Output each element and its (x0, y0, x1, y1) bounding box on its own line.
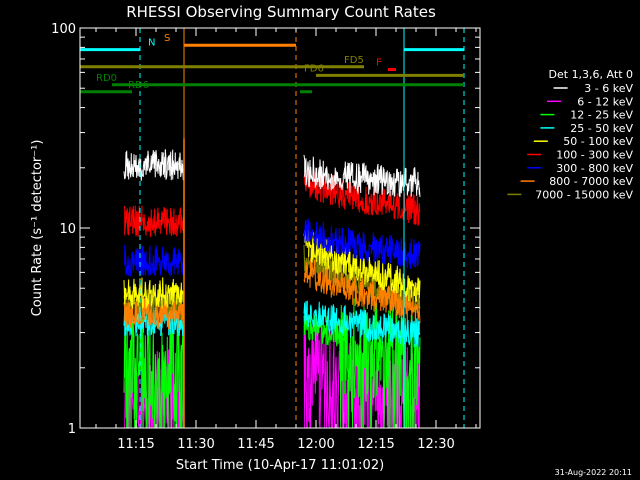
legend-entry: 100 - 300 keV (527, 149, 633, 162)
legend-entry: 50 - 100 keV (533, 135, 633, 148)
x-tick-label: 11:30 (177, 437, 214, 452)
legend-entry: 25 - 50 keV (540, 122, 633, 135)
x-axis-label: Start Time (10-Apr-17 11:01:02) (176, 458, 384, 473)
series-segment (303, 300, 421, 348)
y-tick-label: 1 (68, 422, 76, 437)
legend-entry-label: 300 - 800 keV (556, 162, 633, 175)
legend-entry: 12 - 25 keV (540, 109, 633, 122)
legend-entry: 7000 - 15000 keV (507, 188, 633, 201)
x-tick-label: 12:15 (357, 437, 394, 452)
legend-entry: 6 - 12 keV (547, 95, 633, 108)
x-tick-label: 11:15 (117, 437, 154, 452)
x-tick-label: 11:45 (237, 437, 274, 452)
legend-entry-label: 3 - 6 keV (584, 82, 633, 95)
series-trace (123, 166, 421, 237)
y-axis-label: Count Rate (s⁻¹ detector⁻¹) (30, 140, 45, 317)
flag-bar-label: RD0 (96, 73, 117, 84)
legend-entry-label: 12 - 25 keV (570, 109, 633, 122)
legend-entry: 800 - 7000 keV (520, 175, 633, 188)
x-tick-label: 12:00 (297, 437, 334, 452)
legend-entry-label: 25 - 50 keV (570, 122, 633, 135)
legend-entry-label: 6 - 12 keV (577, 95, 633, 108)
series-segment (123, 314, 185, 429)
y-tick-label: 100 (51, 22, 76, 37)
x-tick-label: 12:30 (417, 437, 454, 452)
legend-entry-label: 50 - 100 keV (563, 135, 633, 148)
series-trace (123, 257, 421, 330)
y-tick-label: 10 (59, 222, 76, 237)
x-axis: 11:15 11:30 11:45 12:00 12:15 12:30 (95, 28, 477, 452)
flag-bar-label: FD5 (344, 55, 364, 66)
series-segment (123, 297, 185, 330)
series-segment (123, 205, 185, 237)
series-segment (123, 277, 185, 310)
legend-entry: 3 - 6 keV (553, 82, 633, 95)
legend-header: Det 1,3,6, Att 0 (549, 68, 633, 81)
flag-bar-layer: N S F FD5 FD6 RD0 RD6 (80, 33, 464, 94)
flag-bar-label: FD6 (304, 63, 324, 74)
flag-bar-label: S (164, 33, 170, 44)
series-trace (123, 298, 421, 429)
flag-bar-label: RD6 (128, 80, 149, 91)
legend-entry: 300 - 800 keV (527, 162, 633, 175)
series-segment (303, 228, 421, 303)
series-segment (123, 149, 185, 181)
y-axis: 1 10 100 (51, 22, 480, 437)
series-segment (303, 298, 421, 429)
series-segment (303, 154, 421, 198)
flag-bar-label: F (376, 58, 382, 69)
series-segment (303, 257, 421, 324)
series-segment (123, 244, 185, 278)
footer-date: 31-Aug-2022 20:11 (555, 468, 632, 477)
flag-bar-label: N (148, 38, 155, 49)
series-trace (123, 149, 421, 198)
legend-entry-label: 7000 - 15000 keV (535, 188, 633, 201)
legend-entry-label: 100 - 300 keV (556, 149, 633, 162)
series-trace (123, 228, 421, 310)
chart-title: RHESSI Observing Summary Count Rates (126, 3, 436, 21)
legend-entry-label: 800 - 7000 keV (549, 175, 633, 188)
series-segment (303, 218, 421, 269)
series-segment (303, 166, 421, 227)
series-trace (123, 218, 421, 278)
